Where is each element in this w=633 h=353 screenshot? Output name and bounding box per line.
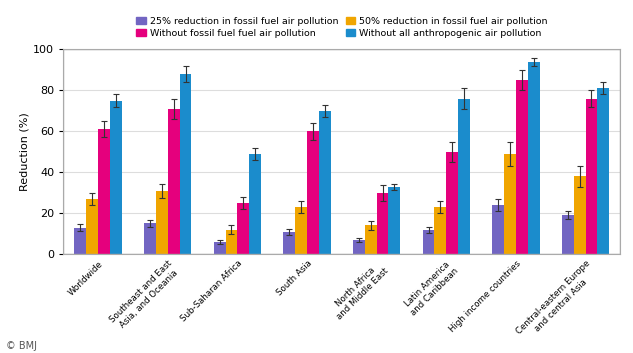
Text: © BMJ: © BMJ [6,341,37,352]
Bar [434,207,446,254]
Bar [168,109,180,254]
Bar [365,226,377,254]
Bar [598,88,609,254]
Bar [144,223,156,254]
Bar [86,199,98,254]
Bar [295,207,307,254]
Bar [573,176,586,254]
Bar [353,240,365,254]
Y-axis label: Reduction (%): Reduction (%) [19,112,29,191]
Bar [180,74,191,254]
Bar [98,129,110,254]
Bar [284,232,295,254]
Bar [249,154,261,254]
Bar [214,242,225,254]
Bar [307,131,319,254]
Bar [389,187,400,254]
Bar [75,228,86,254]
Legend: 25% reduction in fossil fuel air pollution, Without fossil fuel fuel air polluti: 25% reduction in fossil fuel air polluti… [134,14,550,41]
Bar [377,193,389,254]
Bar [516,80,528,254]
Bar [562,215,573,254]
Bar [63,49,620,254]
Bar [156,191,168,254]
Bar [110,101,122,254]
Bar [446,152,458,254]
Bar [319,111,330,254]
Bar [492,205,504,254]
Bar [225,229,237,254]
Bar [458,98,470,254]
Bar [586,98,598,254]
Bar [504,154,516,254]
Bar [528,62,539,254]
Bar [237,203,249,254]
Bar [423,229,434,254]
